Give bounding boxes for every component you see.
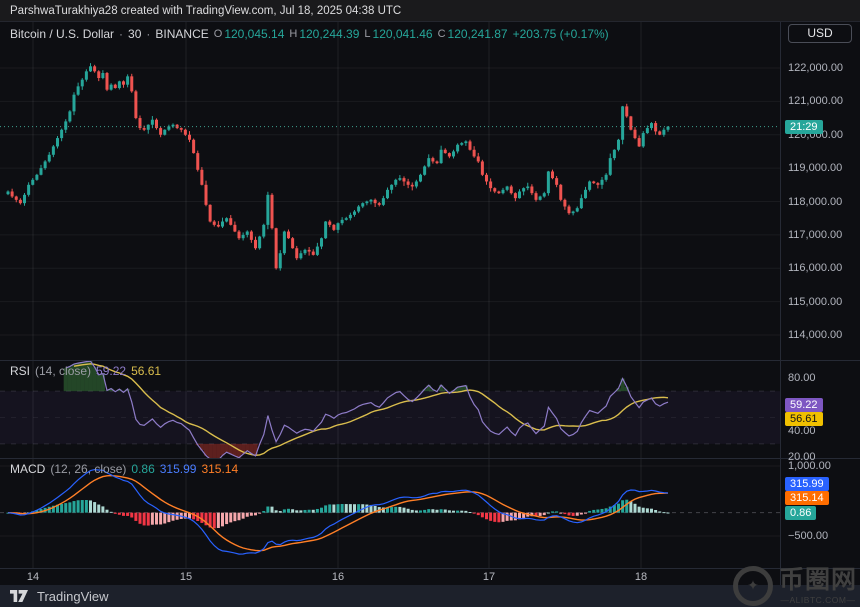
rsi-axis-label: 80.00: [788, 372, 858, 384]
price-axis-label: 116,000.00: [788, 262, 858, 274]
tradingview-logo-icon[interactable]: [10, 589, 29, 603]
low-letter: L: [364, 28, 370, 40]
price-axis-label: 119,000.00: [788, 162, 858, 174]
exchange-label: BINANCE: [155, 27, 208, 41]
tradingview-brand-text[interactable]: TradingView: [37, 589, 109, 604]
price-axis-label: 122,000.00: [788, 62, 858, 74]
change-value: +203.75 (+0.17%): [513, 27, 609, 41]
price-axis-label: 121,000.00: [788, 95, 858, 107]
macd-hist-badge: 0.86: [785, 506, 816, 520]
legend-separator: ·: [146, 27, 150, 41]
macd-hist-value: 0.86: [131, 462, 154, 476]
macd-signal-value: 315.14: [201, 462, 238, 476]
rsi-value: 59.22: [96, 364, 126, 378]
watermark-site-name: 币圈网: [779, 568, 857, 593]
panel-separator: [0, 568, 860, 569]
rsi-value-badge: 59.22: [785, 398, 823, 412]
rsi-axis-label: 40.00: [788, 425, 858, 437]
rsi-legend: RSI (14, close) 59.22 56.61: [10, 364, 161, 378]
tradingview-chart-window: ParshwaTurakhiya28 created with TradingV…: [0, 0, 860, 607]
attribution-bar: ParshwaTurakhiya28 created with TradingV…: [0, 0, 860, 22]
price-axis-label: 117,000.00: [788, 229, 858, 241]
time-axis-label: 18: [626, 571, 656, 583]
legend-separator: ·: [119, 27, 123, 41]
macd-legend: MACD (12, 26, close) 0.86 315.99 315.14: [10, 462, 238, 476]
price-axis-label: 114,000.00: [788, 329, 858, 341]
high-letter: H: [289, 28, 297, 40]
macd-axis-label: −500.00: [788, 530, 858, 542]
time-axis-label: 14: [18, 571, 48, 583]
bottom-toolbar: TradingView: [0, 585, 860, 607]
price-chart-canvas[interactable]: [0, 22, 780, 360]
price-axis-border: [780, 22, 781, 585]
symbol-legend: Bitcoin / U.S. Dollar · 30 · BINANCE O 1…: [10, 27, 609, 41]
open-value: 120,045.14: [224, 27, 284, 41]
panel-separator[interactable]: [0, 360, 860, 361]
panel-separator[interactable]: [0, 458, 860, 459]
interval-label[interactable]: 30: [128, 27, 141, 41]
open-letter: O: [214, 28, 223, 40]
symbol-name[interactable]: Bitcoin / U.S. Dollar: [10, 27, 114, 41]
low-value: 120,041.46: [373, 27, 433, 41]
watermark-logo-icon: ✦: [733, 566, 773, 606]
countdown-badge[interactable]: 21:29: [785, 120, 823, 134]
macd-value-badge: 315.99: [785, 477, 829, 491]
macd-line-value: 315.99: [160, 462, 197, 476]
macd-params: (12, 26, close): [50, 462, 126, 476]
macd-signal-badge: 315.14: [785, 491, 829, 505]
close-value: 120,241.87: [448, 27, 508, 41]
close-letter: C: [438, 28, 446, 40]
rsi-params: (14, close): [35, 364, 91, 378]
macd-axis-label: 1,000.00: [788, 460, 858, 472]
watermark-domain: —ALIBTC.COM—: [781, 596, 856, 605]
watermark: ✦ 币圈网 —ALIBTC.COM—: [733, 566, 857, 606]
watermark-star-icon: ✦: [747, 577, 759, 594]
rsi-ma-value-badge: 56.61: [785, 412, 823, 426]
time-axis-label: 17: [474, 571, 504, 583]
price-axis-label: 115,000.00: [788, 296, 858, 308]
macd-title[interactable]: MACD: [10, 462, 45, 476]
currency-toggle-button[interactable]: USD: [788, 24, 852, 43]
time-axis-label: 15: [171, 571, 201, 583]
rsi-title[interactable]: RSI: [10, 364, 30, 378]
price-axis-label: 118,000.00: [788, 196, 858, 208]
rsi-ma-value: 56.61: [131, 364, 161, 378]
time-axis-label: 16: [323, 571, 353, 583]
high-value: 120,244.39: [299, 27, 359, 41]
